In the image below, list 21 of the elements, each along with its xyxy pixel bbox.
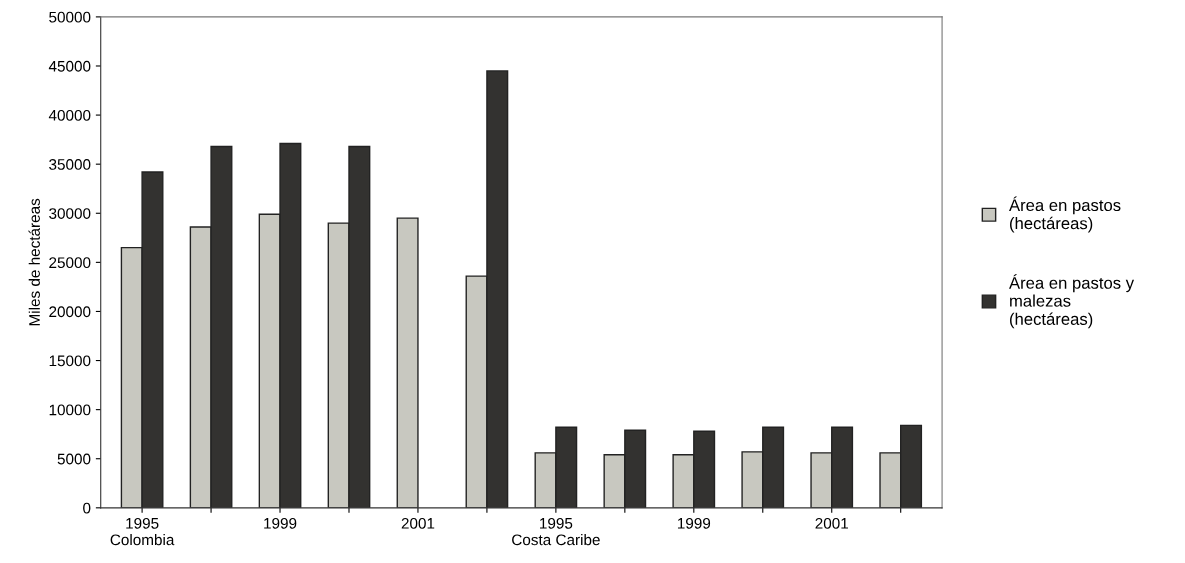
x-tick-label: 2001: [815, 517, 848, 529]
y-tick-label: 20000: [49, 306, 91, 318]
x-tick-label: 1995 Colombia: [110, 517, 175, 546]
y-tick-label: 35000: [49, 159, 91, 170]
y-tick-label: 40000: [48, 109, 91, 121]
x-tick-label: 2001: [401, 517, 435, 529]
x-tick-label: 1995 Costa Caribe: [512, 517, 600, 546]
legend-label: Área en pastos (hectáreas): [1009, 196, 1121, 233]
y-tick-label: 25000: [49, 257, 91, 269]
y-tick-label: 30000: [49, 208, 91, 219]
legend-label: Área en pastos y malezas (hectáreas): [1009, 274, 1135, 329]
y-axis-title: Miles de hectáreas: [28, 198, 40, 326]
x-tick-label: 1999: [677, 517, 711, 529]
y-tick-label: 10000: [49, 404, 91, 416]
y-tick-label: 5000: [57, 453, 91, 465]
y-tick-label: 15000: [49, 355, 91, 367]
y-tick-label: 45000: [48, 60, 91, 72]
x-tick-label: 1999: [264, 517, 297, 529]
y-tick-label: 0: [83, 502, 91, 514]
bar: [396, 217, 419, 508]
y-tick-label: 50000: [49, 11, 91, 23]
